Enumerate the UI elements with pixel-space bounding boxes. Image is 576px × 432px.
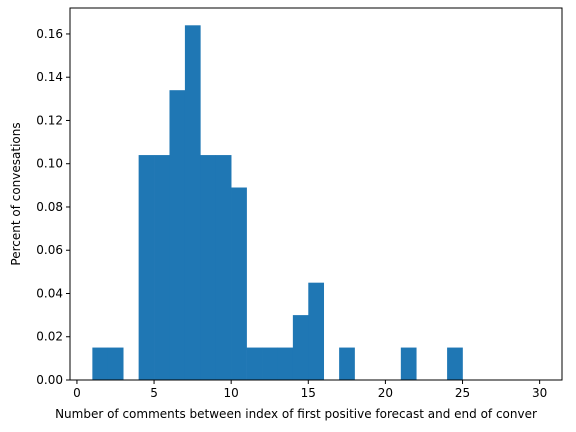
x-axis-label: Number of comments between index of firs…: [55, 407, 537, 421]
histogram-bar: [215, 155, 232, 380]
y-tick-label: 0.04: [36, 286, 63, 300]
histogram-bar: [447, 347, 463, 380]
x-tick-label: 30: [532, 386, 547, 400]
x-tick-label: 5: [150, 386, 158, 400]
x-tick-label: 25: [455, 386, 470, 400]
x-tick-label: 0: [73, 386, 81, 400]
histogram-bar: [92, 347, 109, 380]
y-tick-label: 0.00: [36, 373, 63, 387]
x-tick-label: 20: [378, 386, 393, 400]
histogram-bar: [262, 347, 278, 380]
y-tick-label: 0.14: [36, 70, 63, 84]
histogram-bar: [184, 25, 201, 380]
histogram-bar: [339, 347, 355, 380]
histogram-bar: [308, 282, 325, 380]
histogram-bar: [154, 155, 170, 380]
histogram-bar: [138, 155, 155, 380]
histogram-bar: [246, 347, 263, 380]
histogram-bar: [292, 315, 309, 380]
x-axis-ticks: 0 5 10 15 20 25 30: [73, 380, 547, 400]
y-tick-label: 0.12: [36, 113, 63, 127]
plot-frame: [69, 7, 563, 381]
x-tick-label: 10: [224, 386, 239, 400]
histogram-bar: [169, 90, 186, 381]
histogram-bar: [200, 155, 217, 380]
y-tick-label: 0.06: [36, 243, 63, 257]
y-axis-ticks: 0.00 0.02 0.04 0.06 0.08 0.10 0.12 0.14 0.16: [36, 27, 70, 387]
y-tick-label: 0.16: [36, 27, 63, 41]
y-tick-label: 0.10: [36, 157, 63, 171]
histogram-bar: [107, 347, 124, 380]
y-tick-label: 0.02: [36, 330, 63, 344]
histogram-bar: [277, 347, 294, 380]
histogram-bar: [400, 347, 417, 380]
bars-group: [92, 25, 463, 381]
y-tick-label: 0.08: [36, 200, 63, 214]
histogram-bar: [231, 187, 247, 380]
x-tick-label: 15: [301, 386, 316, 400]
y-axis-label: Percent of convesations: [9, 122, 23, 265]
